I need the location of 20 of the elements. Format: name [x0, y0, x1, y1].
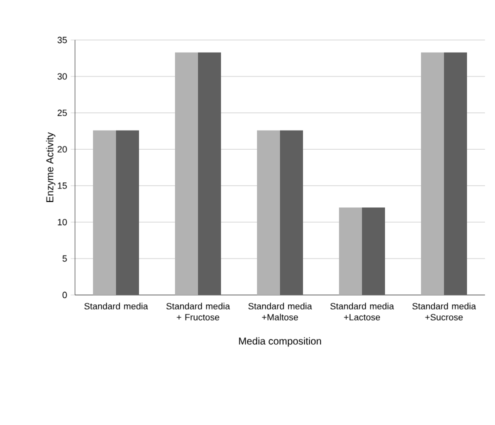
bar	[444, 52, 467, 295]
y-tick-label: 20	[58, 146, 67, 152]
y-tick-label: 35	[58, 36, 67, 44]
y-tick-label: 30	[58, 73, 67, 80]
x-tick-label: Standard media	[84, 302, 148, 310]
x-axis-title: Media composition	[239, 337, 322, 347]
x-tick-label: Standard media +Maltose	[248, 302, 312, 320]
bar	[116, 130, 140, 295]
y-tick-label: 25	[58, 110, 67, 116]
bar	[362, 208, 385, 295]
bar	[198, 52, 222, 295]
x-tick-label: Standard media +Lactose	[330, 302, 394, 320]
x-tick-label: Standard media +Sucrose	[412, 302, 476, 320]
y-tick-label: 5	[62, 255, 67, 262]
bar	[280, 130, 303, 295]
y-tick-label: 10	[58, 218, 67, 226]
x-tick-label: Standard media + Fructose	[166, 302, 230, 320]
y-tick-label: 15	[58, 182, 67, 189]
y-axis-title: Enzyme Activity	[46, 132, 56, 202]
y-tick-label: 0	[62, 292, 67, 298]
